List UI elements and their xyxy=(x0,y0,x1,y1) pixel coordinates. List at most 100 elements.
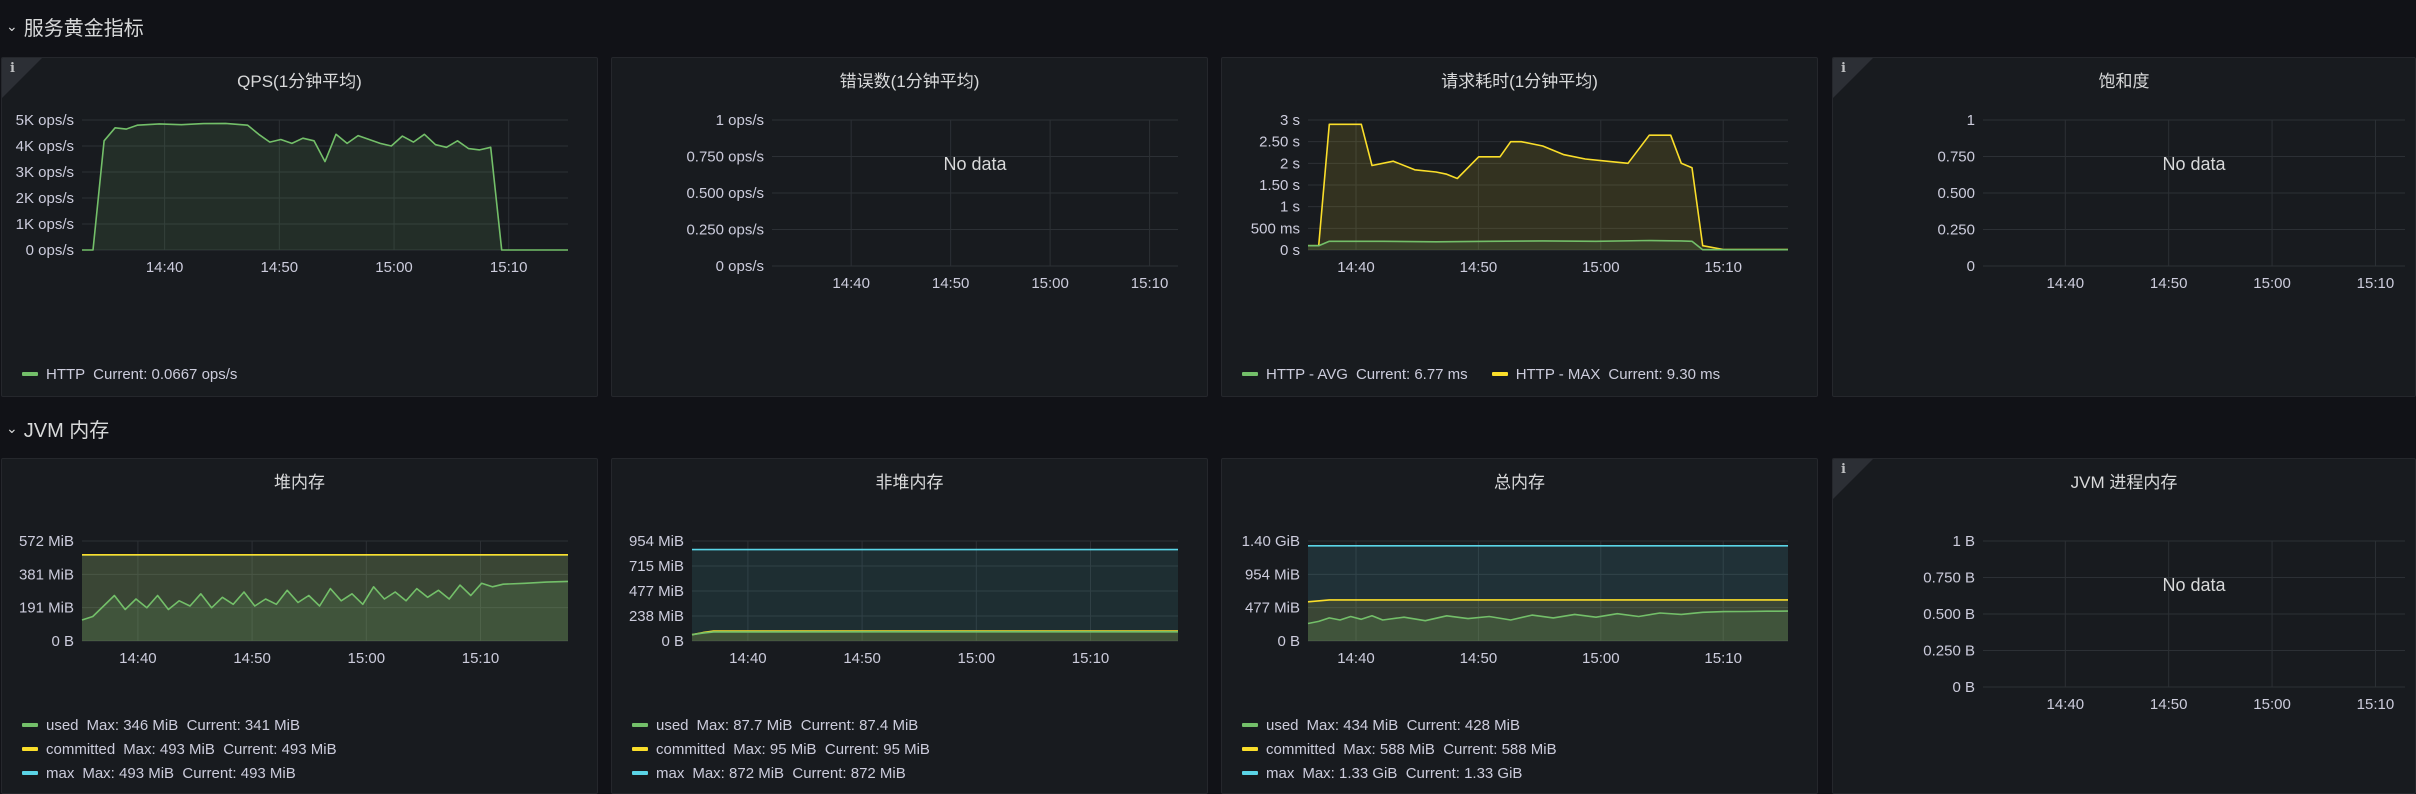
series-line-http xyxy=(82,122,568,251)
y-tick-label: 0.250 B xyxy=(1923,643,1975,660)
legend-item[interactable]: used Max: 87.7 MiB Current: 87.4 MiB xyxy=(632,713,930,737)
y-tick-label: 1.50 s xyxy=(1259,177,1300,194)
panel-title[interactable]: 请求耗时(1分钟平均) xyxy=(1441,72,1598,91)
nonheap-chart: 954 MiB 715 MiB 477 MiB 238 MiB 0 B 14:40 14:5… xyxy=(629,533,1179,667)
x-tick-label: 14:40 xyxy=(729,650,767,667)
info-corner[interactable] xyxy=(2,58,42,98)
info-icon[interactable]: i xyxy=(1841,61,1846,76)
panel-saturation[interactable]: i 饱和度 1 0.750 0.500 0.250 0 14:40 14:50 15:00 15… xyxy=(1832,57,2416,397)
panel-latency[interactable]: 请求耗时(1分钟平均) 3 s 2.50 s 2 s 1.50 s 1 s 500 ms 0… xyxy=(1221,57,1818,397)
no-data-text: No data xyxy=(2162,575,2226,595)
panel-title[interactable]: 堆内存 xyxy=(274,473,325,492)
legend-series-name: used xyxy=(1266,716,1299,734)
legend-series-name: used xyxy=(656,716,689,734)
row-header-jvm-memory[interactable]: ⌄ JVM 内存 xyxy=(0,408,2416,448)
no-data-text: No data xyxy=(2162,154,2226,174)
series-line-used xyxy=(1307,610,1789,625)
legend-item[interactable]: HTTP - MAX Current: 9.30 ms xyxy=(1491,362,1721,386)
panel-title[interactable]: 饱和度 xyxy=(2098,72,2150,91)
series-area-max xyxy=(1308,545,1788,641)
row-header-golden-metrics[interactable]: ⌄ 服务黄金指标 xyxy=(0,6,2416,46)
y-tick-label: 0 ops/s xyxy=(26,242,74,259)
y-tick-label: 0 B xyxy=(1952,679,1975,696)
x-tick-label: 15:00 xyxy=(2253,696,2291,713)
legend-item[interactable]: HTTP Current: 0.0667 ops/s xyxy=(22,362,237,386)
y-tick-label: 238 MiB xyxy=(629,608,684,625)
legend-series-stats: Max: 434 MiB Current: 428 MiB xyxy=(1306,716,1520,734)
x-tick-label: 15:10 xyxy=(1072,650,1110,667)
series-area-committed xyxy=(692,631,1178,641)
legend-item[interactable]: max Max: 1.33 GiB Current: 1.33 GiB xyxy=(1242,761,1557,785)
panel-qps[interactable]: i QPS(1分钟平均) 5K ops/s 4K ops/s 3K ops/s 2K … xyxy=(1,57,598,397)
x-tick-label: 15:10 xyxy=(2357,275,2395,292)
legend-series-name: committed xyxy=(656,740,726,758)
legend-swatch xyxy=(22,747,38,751)
legend-item[interactable]: committed Max: 493 MiB Current: 493 MiB xyxy=(22,737,337,761)
y-tick-label: 0.750 xyxy=(1937,149,1975,166)
y-tick-label: 3K ops/s xyxy=(16,164,74,181)
x-tick-label: 14:40 xyxy=(119,650,157,667)
x-tick-label: 15:10 xyxy=(2357,696,2395,713)
y-tick-label: 0 xyxy=(1967,258,1975,275)
legend-item[interactable]: committed Max: 588 MiB Current: 588 MiB xyxy=(1242,737,1557,761)
x-tick-label: 14:50 xyxy=(233,650,271,667)
y-tick-label: 0 B xyxy=(51,633,74,650)
legend-item[interactable]: used Max: 346 MiB Current: 341 MiB xyxy=(22,713,337,737)
info-icon[interactable]: i xyxy=(10,61,15,76)
legend-series-stats: Max: 872 MiB Current: 872 MiB xyxy=(692,764,906,782)
y-tick-label: 3 s xyxy=(1280,112,1300,129)
y-tick-label: 715 MiB xyxy=(629,558,684,575)
panel-title[interactable]: QPS(1分钟平均) xyxy=(237,72,362,91)
y-tick-label: 0.500 xyxy=(1937,185,1975,202)
chevron-down-icon: ⌄ xyxy=(6,17,18,34)
y-tick-label: 0 s xyxy=(1280,242,1300,259)
series-area-http---max xyxy=(1308,124,1788,250)
row-title: 服务黄金指标 xyxy=(23,17,144,40)
x-tick-label: 14:40 xyxy=(1337,650,1375,667)
legend-series-stats: Max: 87.7 MiB Current: 87.4 MiB xyxy=(696,716,919,734)
panel-errors[interactable]: 错误数(1分钟平均) 1 ops/s 0.750 ops/s 0.500 ops/s… xyxy=(611,57,1208,397)
y-tick-label: 2 s xyxy=(1280,155,1300,172)
panel-total-memory[interactable]: 总内存 1.40 GiB 954 MiB 477 MiB 0 B 14:40 14:50 1… xyxy=(1221,458,1818,794)
y-tick-label: 477 MiB xyxy=(629,583,684,600)
info-icon[interactable]: i xyxy=(1841,462,1846,477)
legend-series-stats: Max: 1.33 GiB Current: 1.33 GiB xyxy=(1302,764,1523,782)
panel-title[interactable]: 错误数(1分钟平均) xyxy=(839,72,980,91)
saturation-chart: 1 0.750 0.500 0.250 0 14:40 14:50 15:00 15:10 No … xyxy=(1937,112,2405,292)
y-tick-label: 1.40 GiB xyxy=(1242,533,1300,550)
panel-jvm-process-memory[interactable]: i JVM 进程内存 1 B 0.750 B 0.500 B 0.250 B 0 B 14… xyxy=(1832,458,2416,794)
y-tick-label: 1 ops/s xyxy=(716,112,764,129)
panel-heap-memory[interactable]: 堆内存 572 MiB 381 MiB 191 MiB 0 B 14:40 14:50 15… xyxy=(1,458,598,794)
legend-series-stats: Current: 9.30 ms xyxy=(1608,365,1721,383)
legend-item[interactable]: max Max: 872 MiB Current: 872 MiB xyxy=(632,761,930,785)
info-corner[interactable] xyxy=(1833,58,1873,98)
x-tick-label: 15:00 xyxy=(958,650,996,667)
panel-title[interactable]: 非堆内存 xyxy=(875,473,944,492)
y-tick-label: 1 B xyxy=(1952,533,1975,550)
legend-swatch xyxy=(22,771,38,775)
x-tick-label: 15:10 xyxy=(1704,650,1742,667)
legend-item[interactable]: committed Max: 95 MiB Current: 95 MiB xyxy=(632,737,930,761)
legend-swatch xyxy=(22,723,38,727)
y-tick-label: 572 MiB xyxy=(19,533,74,550)
x-tick-label: 14:50 xyxy=(1460,650,1498,667)
legend: used Max: 434 MiB Current: 428 MiB committ… xyxy=(1242,713,1557,785)
legend: HTTP - AVG Current: 6.77 ms HTTP - MAX Curr… xyxy=(1242,362,1720,386)
legend-swatch xyxy=(1242,372,1258,376)
panel-nonheap-memory[interactable]: 非堆内存 954 MiB 715 MiB 477 MiB 238 MiB 0 B 14:4… xyxy=(611,458,1208,794)
legend-item[interactable]: max Max: 493 MiB Current: 493 MiB xyxy=(22,761,337,785)
legend-item[interactable]: used Max: 434 MiB Current: 428 MiB xyxy=(1242,713,1557,737)
legend-series-name: HTTP - AVG xyxy=(1266,365,1348,383)
panel-title[interactable]: 总内存 xyxy=(1494,473,1545,492)
y-tick-label: 477 MiB xyxy=(1245,600,1300,617)
series-line-used xyxy=(691,631,1179,636)
legend-swatch xyxy=(1491,372,1508,376)
legend-item[interactable]: HTTP - AVG Current: 6.77 ms xyxy=(1242,362,1468,386)
series-area-http---avg xyxy=(1308,240,1788,250)
x-tick-label: 15:00 xyxy=(1582,650,1620,667)
y-tick-label: 1 s xyxy=(1280,199,1300,216)
panel-title[interactable]: JVM 进程内存 xyxy=(2070,473,2178,492)
series-line-http---avg xyxy=(1308,239,1788,251)
info-corner[interactable] xyxy=(1833,459,1873,499)
y-tick-label: 0.250 xyxy=(1937,222,1975,239)
